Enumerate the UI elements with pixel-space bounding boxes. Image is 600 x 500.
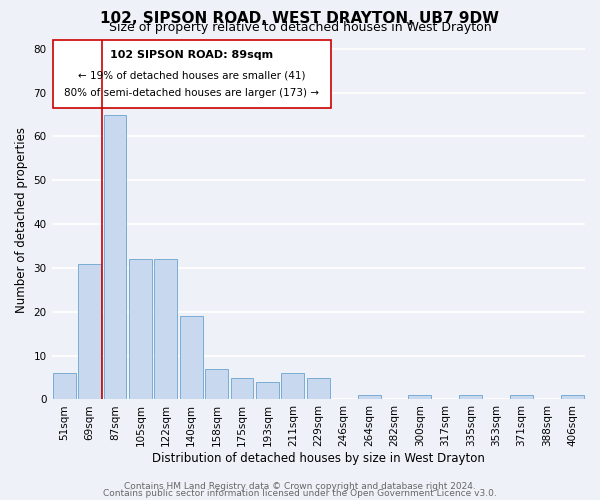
Text: ← 19% of detached houses are smaller (41): ← 19% of detached houses are smaller (41… — [78, 70, 305, 80]
Bar — [561, 395, 584, 400]
Bar — [459, 395, 482, 400]
Text: Size of property relative to detached houses in West Drayton: Size of property relative to detached ho… — [109, 21, 491, 34]
X-axis label: Distribution of detached houses by size in West Drayton: Distribution of detached houses by size … — [152, 452, 485, 465]
Bar — [205, 369, 228, 400]
Text: 102, SIPSON ROAD, WEST DRAYTON, UB7 9DW: 102, SIPSON ROAD, WEST DRAYTON, UB7 9DW — [101, 11, 499, 26]
Bar — [53, 373, 76, 400]
Bar — [154, 259, 177, 400]
Bar — [409, 395, 431, 400]
Text: 102 SIPSON ROAD: 89sqm: 102 SIPSON ROAD: 89sqm — [110, 50, 274, 60]
Bar — [358, 395, 380, 400]
Y-axis label: Number of detached properties: Number of detached properties — [15, 126, 28, 312]
Bar — [510, 395, 533, 400]
FancyBboxPatch shape — [53, 40, 331, 108]
Bar — [78, 264, 101, 400]
Bar — [129, 259, 152, 400]
Bar — [230, 378, 253, 400]
Text: 80% of semi-detached houses are larger (173) →: 80% of semi-detached houses are larger (… — [64, 88, 319, 98]
Bar — [281, 373, 304, 400]
Text: Contains HM Land Registry data © Crown copyright and database right 2024.: Contains HM Land Registry data © Crown c… — [124, 482, 476, 491]
Text: Contains public sector information licensed under the Open Government Licence v3: Contains public sector information licen… — [103, 489, 497, 498]
Bar — [256, 382, 279, 400]
Bar — [104, 114, 127, 400]
Bar — [307, 378, 330, 400]
Bar — [180, 316, 203, 400]
